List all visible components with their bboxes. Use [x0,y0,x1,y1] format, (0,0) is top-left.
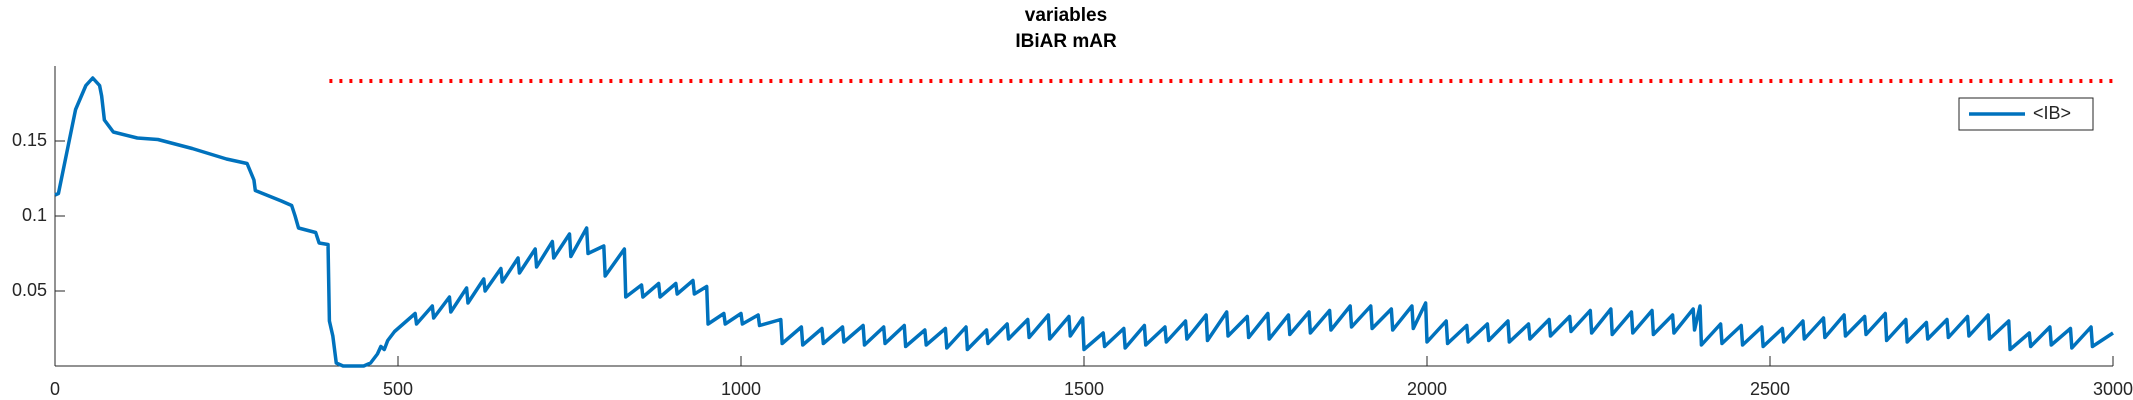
x-tick-label: 2000 [1407,379,1447,399]
x-tick-label: 3000 [2093,379,2133,399]
x-tick-label: 1500 [1064,379,1104,399]
y-tick-label: 0.1 [22,205,47,225]
y-tick-label: 0.15 [12,130,47,150]
x-tick-label: 2500 [1750,379,1790,399]
x-tick-label: 1000 [721,379,761,399]
x-tick-label: 500 [383,379,413,399]
y-tick-label: 0.05 [12,280,47,300]
data-line [54,76,2114,368]
x-tick-label: 0 [50,379,60,399]
legend-label: <IB> [2033,103,2071,123]
chart-title: variables [1025,5,1107,26]
chart-subtitle: IBiAR mAR [1015,31,1117,52]
